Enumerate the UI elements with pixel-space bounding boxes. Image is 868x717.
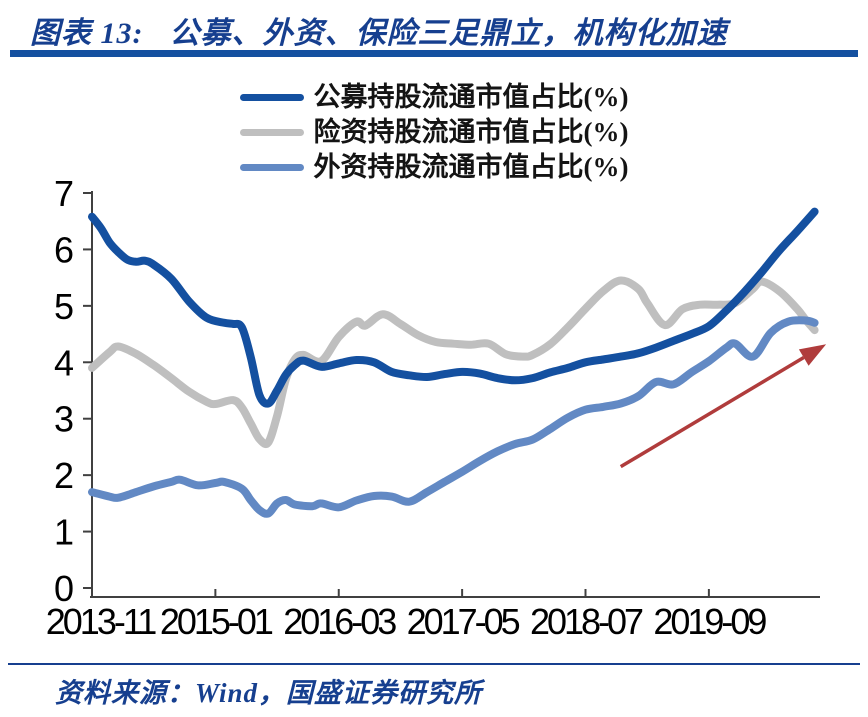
legend-swatch-gongmu: [239, 94, 304, 101]
footer-divider-line: [8, 663, 860, 665]
series-xianzi-line: [88, 276, 819, 448]
figure-number-label: 图表 13:: [30, 17, 144, 50]
legend-item-waizi: 外资持股流通市值占比(%): [239, 150, 629, 185]
x-tick-label: 2017-05: [407, 601, 520, 642]
series-gongmu-line: [88, 207, 819, 408]
title-divider-bar: [10, 50, 858, 57]
legend-item-gongmu: 公募持股流通市值占比(%): [239, 80, 629, 115]
trend-arrow-shaft: [619, 356, 805, 469]
legend-swatch-waizi: [239, 164, 304, 171]
legend-swatch-xianzi: [239, 129, 304, 136]
figure-title: 图表 13: 公募、外资、保险三足鼎立，机构化加速: [30, 8, 728, 52]
x-tick-label: 2016-03: [283, 601, 396, 642]
y-tick-label: 4: [54, 342, 74, 383]
chart-legend: 公募持股流通市值占比(%) 险资持股流通市值占比(%) 外资持股流通市值占比(%…: [30, 80, 838, 185]
legend-label-xianzi: 险资持股流通市值占比(%): [313, 117, 629, 147]
y-tick-label: 2: [54, 455, 74, 496]
trend-arrow-head: [798, 344, 827, 366]
legend-item-xianzi: 险资持股流通市值占比(%): [239, 115, 629, 150]
figure-title-text: 公募、外资、保险三足鼎立，机构化加速: [169, 17, 728, 50]
legend-label-gongmu: 公募持股流通市值占比(%): [313, 82, 629, 112]
y-tick-label: 5: [54, 286, 74, 327]
x-tick-label: 2013-11: [46, 601, 156, 642]
y-tick-label: 3: [54, 399, 74, 440]
series-waizi-line: [88, 316, 819, 518]
y-tick-label: 1: [54, 512, 74, 553]
y-tick-label: 6: [54, 229, 74, 270]
source-note: 资料来源：Wind，国盛证券研究所: [55, 678, 483, 708]
x-tick-label: 2018-07: [530, 601, 643, 642]
x-tick-label: 2019-09: [653, 601, 766, 642]
legend-label-waizi: 外资持股流通市值占比(%): [313, 152, 629, 182]
y-tick-label: 0: [54, 568, 74, 609]
x-tick-label: 2015-01: [160, 601, 273, 642]
